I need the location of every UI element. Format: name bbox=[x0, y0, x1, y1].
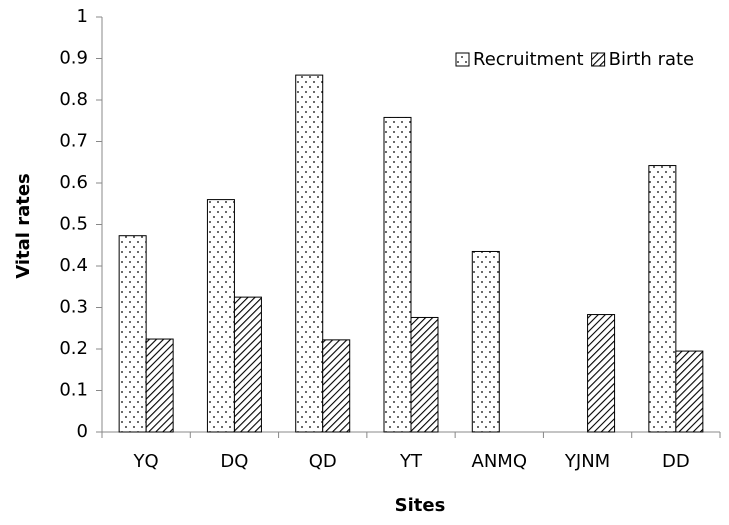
x-tick-label: YJNM bbox=[564, 451, 610, 472]
bar bbox=[587, 314, 616, 433]
y-tick-label: 0.6 bbox=[59, 172, 88, 193]
bar bbox=[206, 199, 235, 433]
x-tick-label: ANMQ bbox=[472, 451, 527, 472]
x-tick-label: DQ bbox=[220, 451, 248, 472]
bar bbox=[410, 316, 439, 433]
y-tick-label: 0.8 bbox=[59, 89, 88, 110]
y-tick-label: 0.2 bbox=[59, 338, 88, 359]
x-axis-title: Sites bbox=[395, 495, 446, 516]
y-tick-label: 0.3 bbox=[59, 297, 88, 318]
y-tick-label: 0.5 bbox=[59, 214, 88, 235]
x-tick-label: DD bbox=[662, 451, 690, 472]
bar bbox=[471, 250, 500, 433]
y-tick-label: 0.9 bbox=[59, 48, 88, 69]
y-tick-label: 0.7 bbox=[59, 131, 88, 152]
legend-label: Recruitment bbox=[473, 49, 584, 70]
x-tick-label: YT bbox=[399, 451, 423, 472]
bar bbox=[648, 165, 677, 433]
y-tick-label: 0.4 bbox=[59, 255, 88, 276]
bar bbox=[383, 116, 412, 433]
y-tick-label: 0.1 bbox=[59, 380, 88, 401]
x-tick-label: QD bbox=[309, 451, 337, 472]
bar bbox=[233, 296, 262, 433]
bar bbox=[145, 338, 174, 433]
bar bbox=[295, 74, 324, 433]
bar bbox=[322, 339, 351, 433]
bar bbox=[675, 350, 704, 433]
y-tick-label: 0 bbox=[77, 421, 88, 442]
legend-label: Birth rate bbox=[609, 49, 695, 70]
y-tick-label: 1 bbox=[77, 6, 88, 27]
x-tick-label: YQ bbox=[133, 451, 159, 472]
bar bbox=[118, 235, 147, 433]
legend-swatch bbox=[591, 52, 606, 67]
legend-swatch bbox=[455, 52, 470, 67]
y-axis-title: Vital rates bbox=[13, 173, 34, 279]
